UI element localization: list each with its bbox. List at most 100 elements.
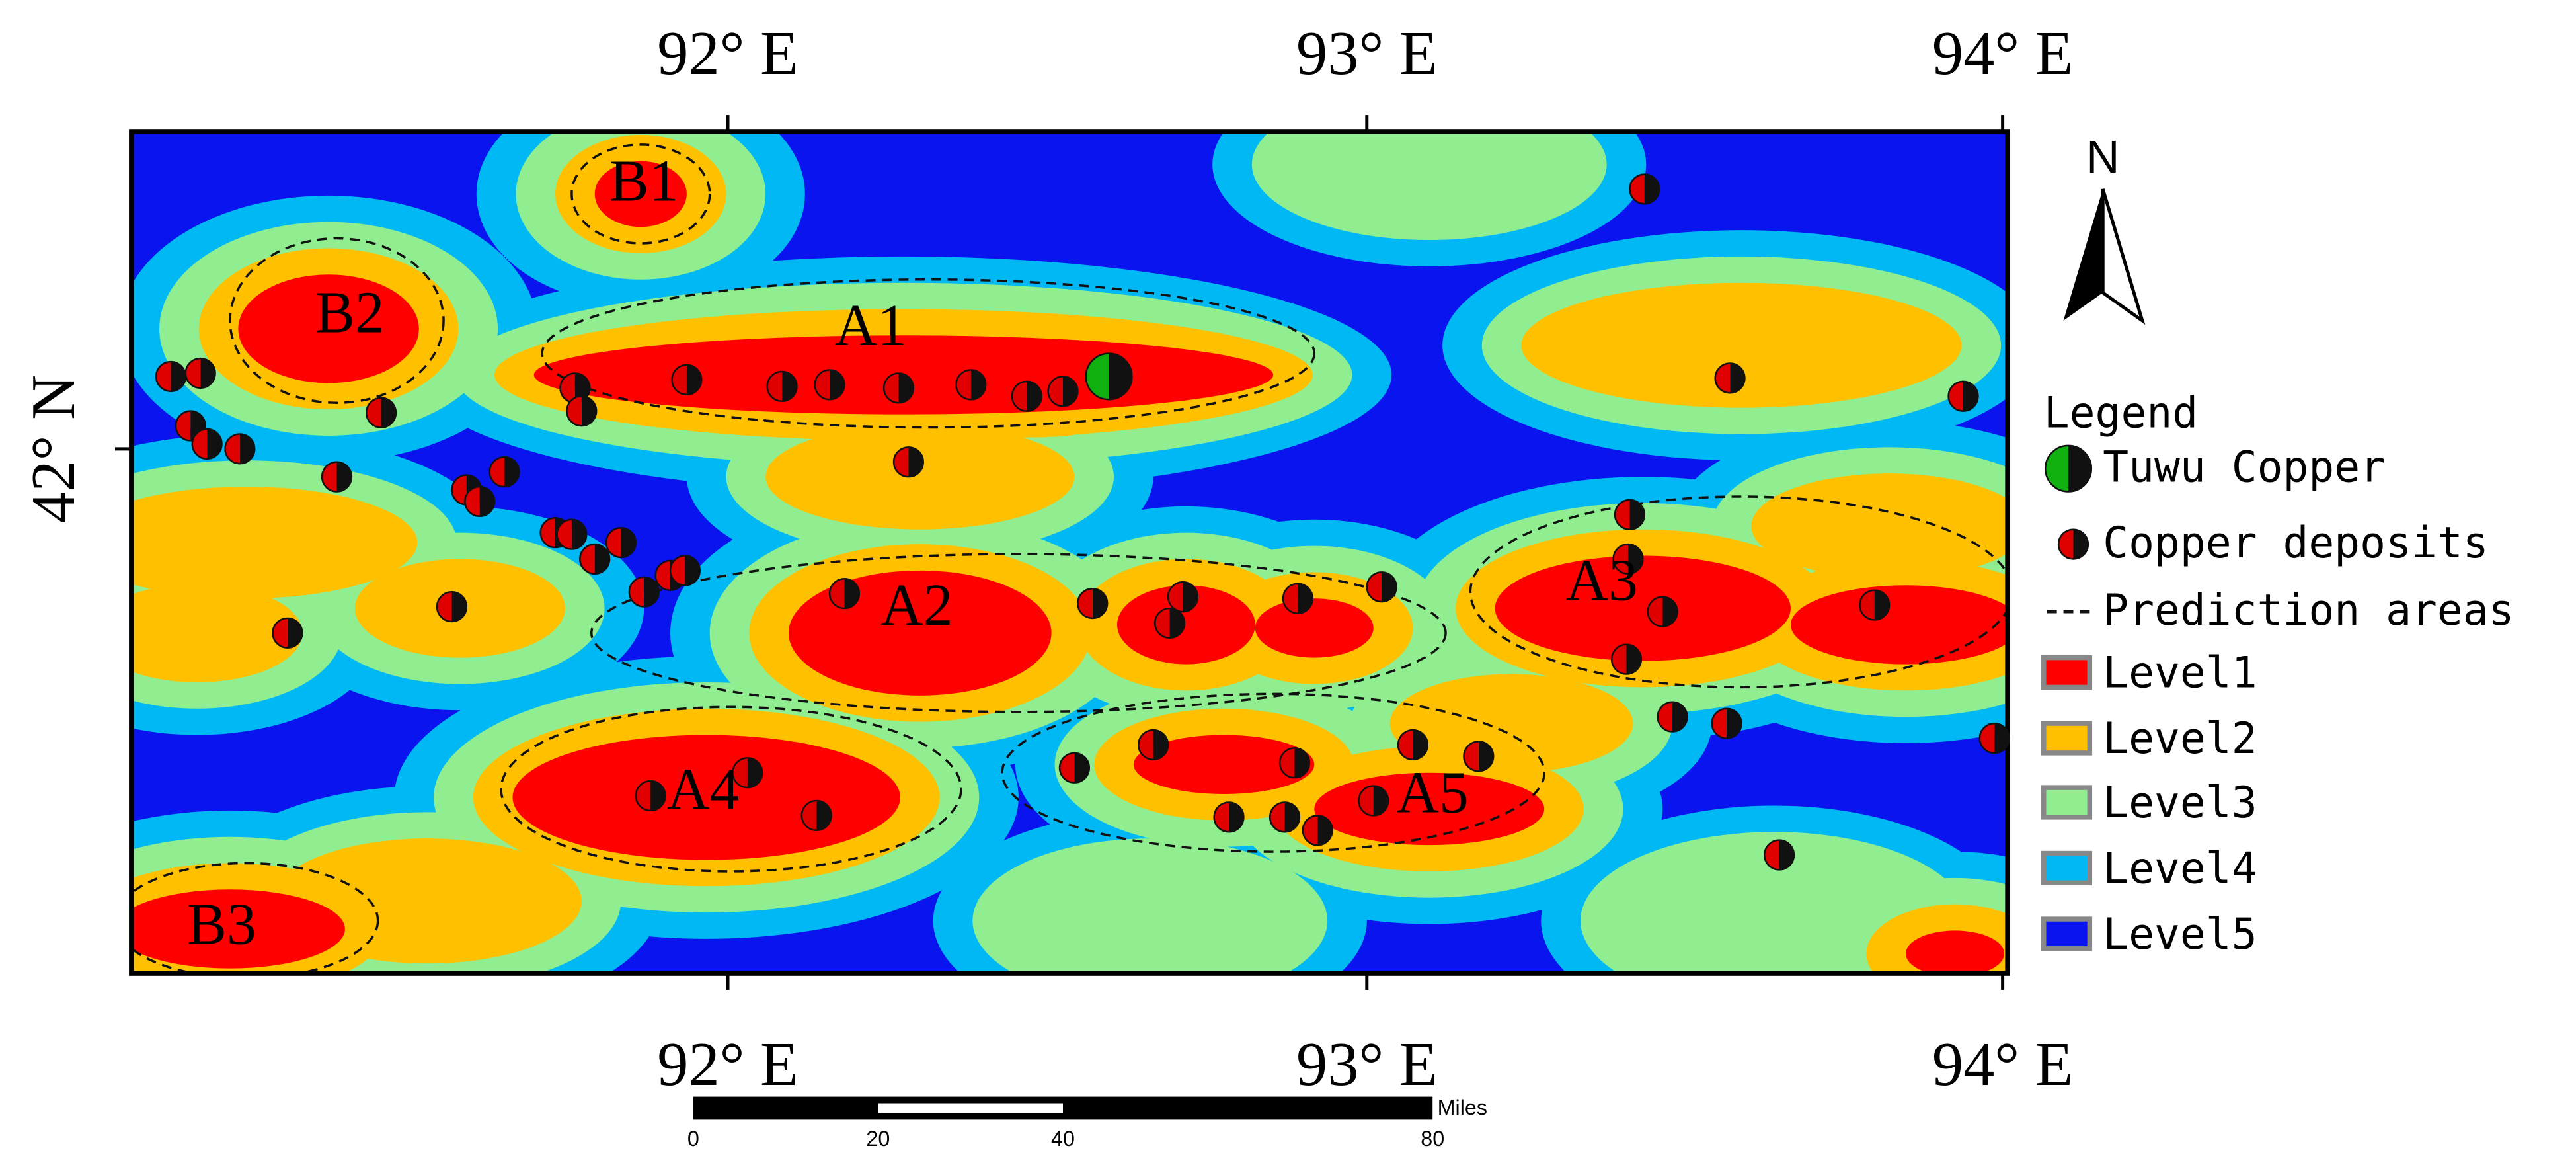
raster-level-1 <box>131 889 345 969</box>
area-label: B3 <box>187 891 256 957</box>
symbol-outline <box>1629 173 1660 205</box>
labels: A1 A2 A3 A4 A5 B1 B2 B3 92° E 93° E 94° E 92° E 93° … <box>19 19 2074 1099</box>
tuwu-copper <box>1085 352 1133 401</box>
symbol-outline <box>1302 815 1333 846</box>
symbol-right <box>1063 376 1078 407</box>
copper-deposit <box>1153 607 1186 639</box>
copper-deposit <box>1612 543 1644 575</box>
prediction-area-outline <box>500 705 962 873</box>
symbol-right <box>504 457 520 487</box>
symbol-left <box>1366 572 1382 602</box>
symbol-left <box>1060 752 1075 783</box>
symbol-outline <box>436 590 468 623</box>
symbol-outline <box>1138 729 1169 761</box>
prediction-area-outline <box>590 553 1447 713</box>
copper-deposit <box>1629 173 1660 205</box>
symbol-left <box>814 370 830 400</box>
symbol-left <box>1270 802 1285 832</box>
symbol-outline <box>671 364 703 396</box>
copper-deposit <box>635 780 666 812</box>
symbol-right <box>747 758 763 788</box>
symbol-right <box>1294 748 1309 778</box>
copper-deposit <box>1213 801 1245 833</box>
copper-deposit <box>814 369 845 401</box>
symbol-right <box>686 365 702 395</box>
symbol-outline <box>1153 607 1186 639</box>
symbol-left <box>1715 363 1731 393</box>
symbol-outline <box>1268 801 1301 833</box>
legend-title: Legend <box>2044 389 2198 438</box>
area-label: B2 <box>315 280 384 345</box>
prediction-area-outline <box>570 143 711 245</box>
legend-label: Prediction areas <box>2103 586 2514 635</box>
copper-deposit <box>1610 643 1643 675</box>
symbol-left <box>156 362 171 391</box>
area-label: B1 <box>609 148 678 214</box>
symbol-right <box>1672 702 1688 732</box>
lon-label-top: 94° E <box>1932 19 2073 88</box>
symbol-outline <box>224 433 256 465</box>
symbol-outline <box>766 370 798 402</box>
raster-level-2 <box>1751 473 2008 579</box>
symbol-right <box>1169 608 1185 638</box>
symbol-left <box>1711 708 1727 739</box>
symbol-outline <box>488 456 520 488</box>
symbol-right <box>239 434 255 464</box>
raster-level-1 <box>512 735 900 860</box>
symbol-outline <box>1610 643 1643 675</box>
symbol-left <box>185 358 201 388</box>
symbol-outline <box>464 485 496 518</box>
symbol-left <box>1859 590 1875 620</box>
symbol-right <box>1626 644 1641 674</box>
legend-swatch <box>2041 916 2093 951</box>
symbol-left <box>672 365 687 395</box>
symbol-outline <box>2057 528 2089 560</box>
symbol-right <box>1730 363 1745 393</box>
raster-level-1 <box>936 345 1134 411</box>
symbol-left <box>767 371 783 401</box>
symbol-left <box>192 429 208 459</box>
symbol-outline <box>365 397 397 428</box>
symbol-right <box>1478 741 1494 772</box>
copper-deposit <box>1047 376 1079 407</box>
symbol-left <box>175 411 191 441</box>
symbol-left <box>732 758 748 788</box>
copper-deposit <box>184 357 216 389</box>
symbol-outline <box>1612 543 1644 575</box>
symbol-outline <box>1647 596 1678 627</box>
symbol-left <box>451 475 467 505</box>
raster-level-1 <box>1117 585 1255 665</box>
symbol-right <box>1153 730 1169 760</box>
symbol-right <box>1627 544 1643 574</box>
area-label: A5 <box>1397 760 1469 825</box>
symbol-left <box>1657 702 1673 732</box>
copper-deposit <box>1268 801 1301 833</box>
symbol-right <box>594 544 610 574</box>
prediction-outlines <box>131 143 2008 974</box>
symbol-outline <box>556 518 588 550</box>
symbol-right <box>1284 802 1300 832</box>
copper-deposit <box>1358 785 1389 817</box>
symbol-outline <box>1085 352 1133 401</box>
symbol-outline <box>1764 839 1795 871</box>
symbol-left <box>830 579 845 609</box>
copper-deposit <box>1859 589 1891 621</box>
copper-deposit <box>1978 722 2010 754</box>
symbol-right <box>1874 590 1890 620</box>
copper-deposit <box>671 364 703 396</box>
copper-deposit <box>828 578 861 610</box>
symbol-left <box>655 560 671 590</box>
prediction-area-outline <box>1469 495 2008 689</box>
copper-deposit <box>556 518 588 550</box>
symbol-right <box>782 371 797 401</box>
symbol-left <box>1214 802 1229 832</box>
symbol-right <box>1382 572 1397 602</box>
legend-swatch <box>2041 721 2093 756</box>
symbol-outline <box>175 410 206 442</box>
symbol-outline <box>1714 362 1746 394</box>
symbol-outline <box>566 395 598 427</box>
area-label: A2 <box>880 573 953 638</box>
symbol-outline <box>1657 701 1688 733</box>
raster-level-2 <box>272 838 582 964</box>
